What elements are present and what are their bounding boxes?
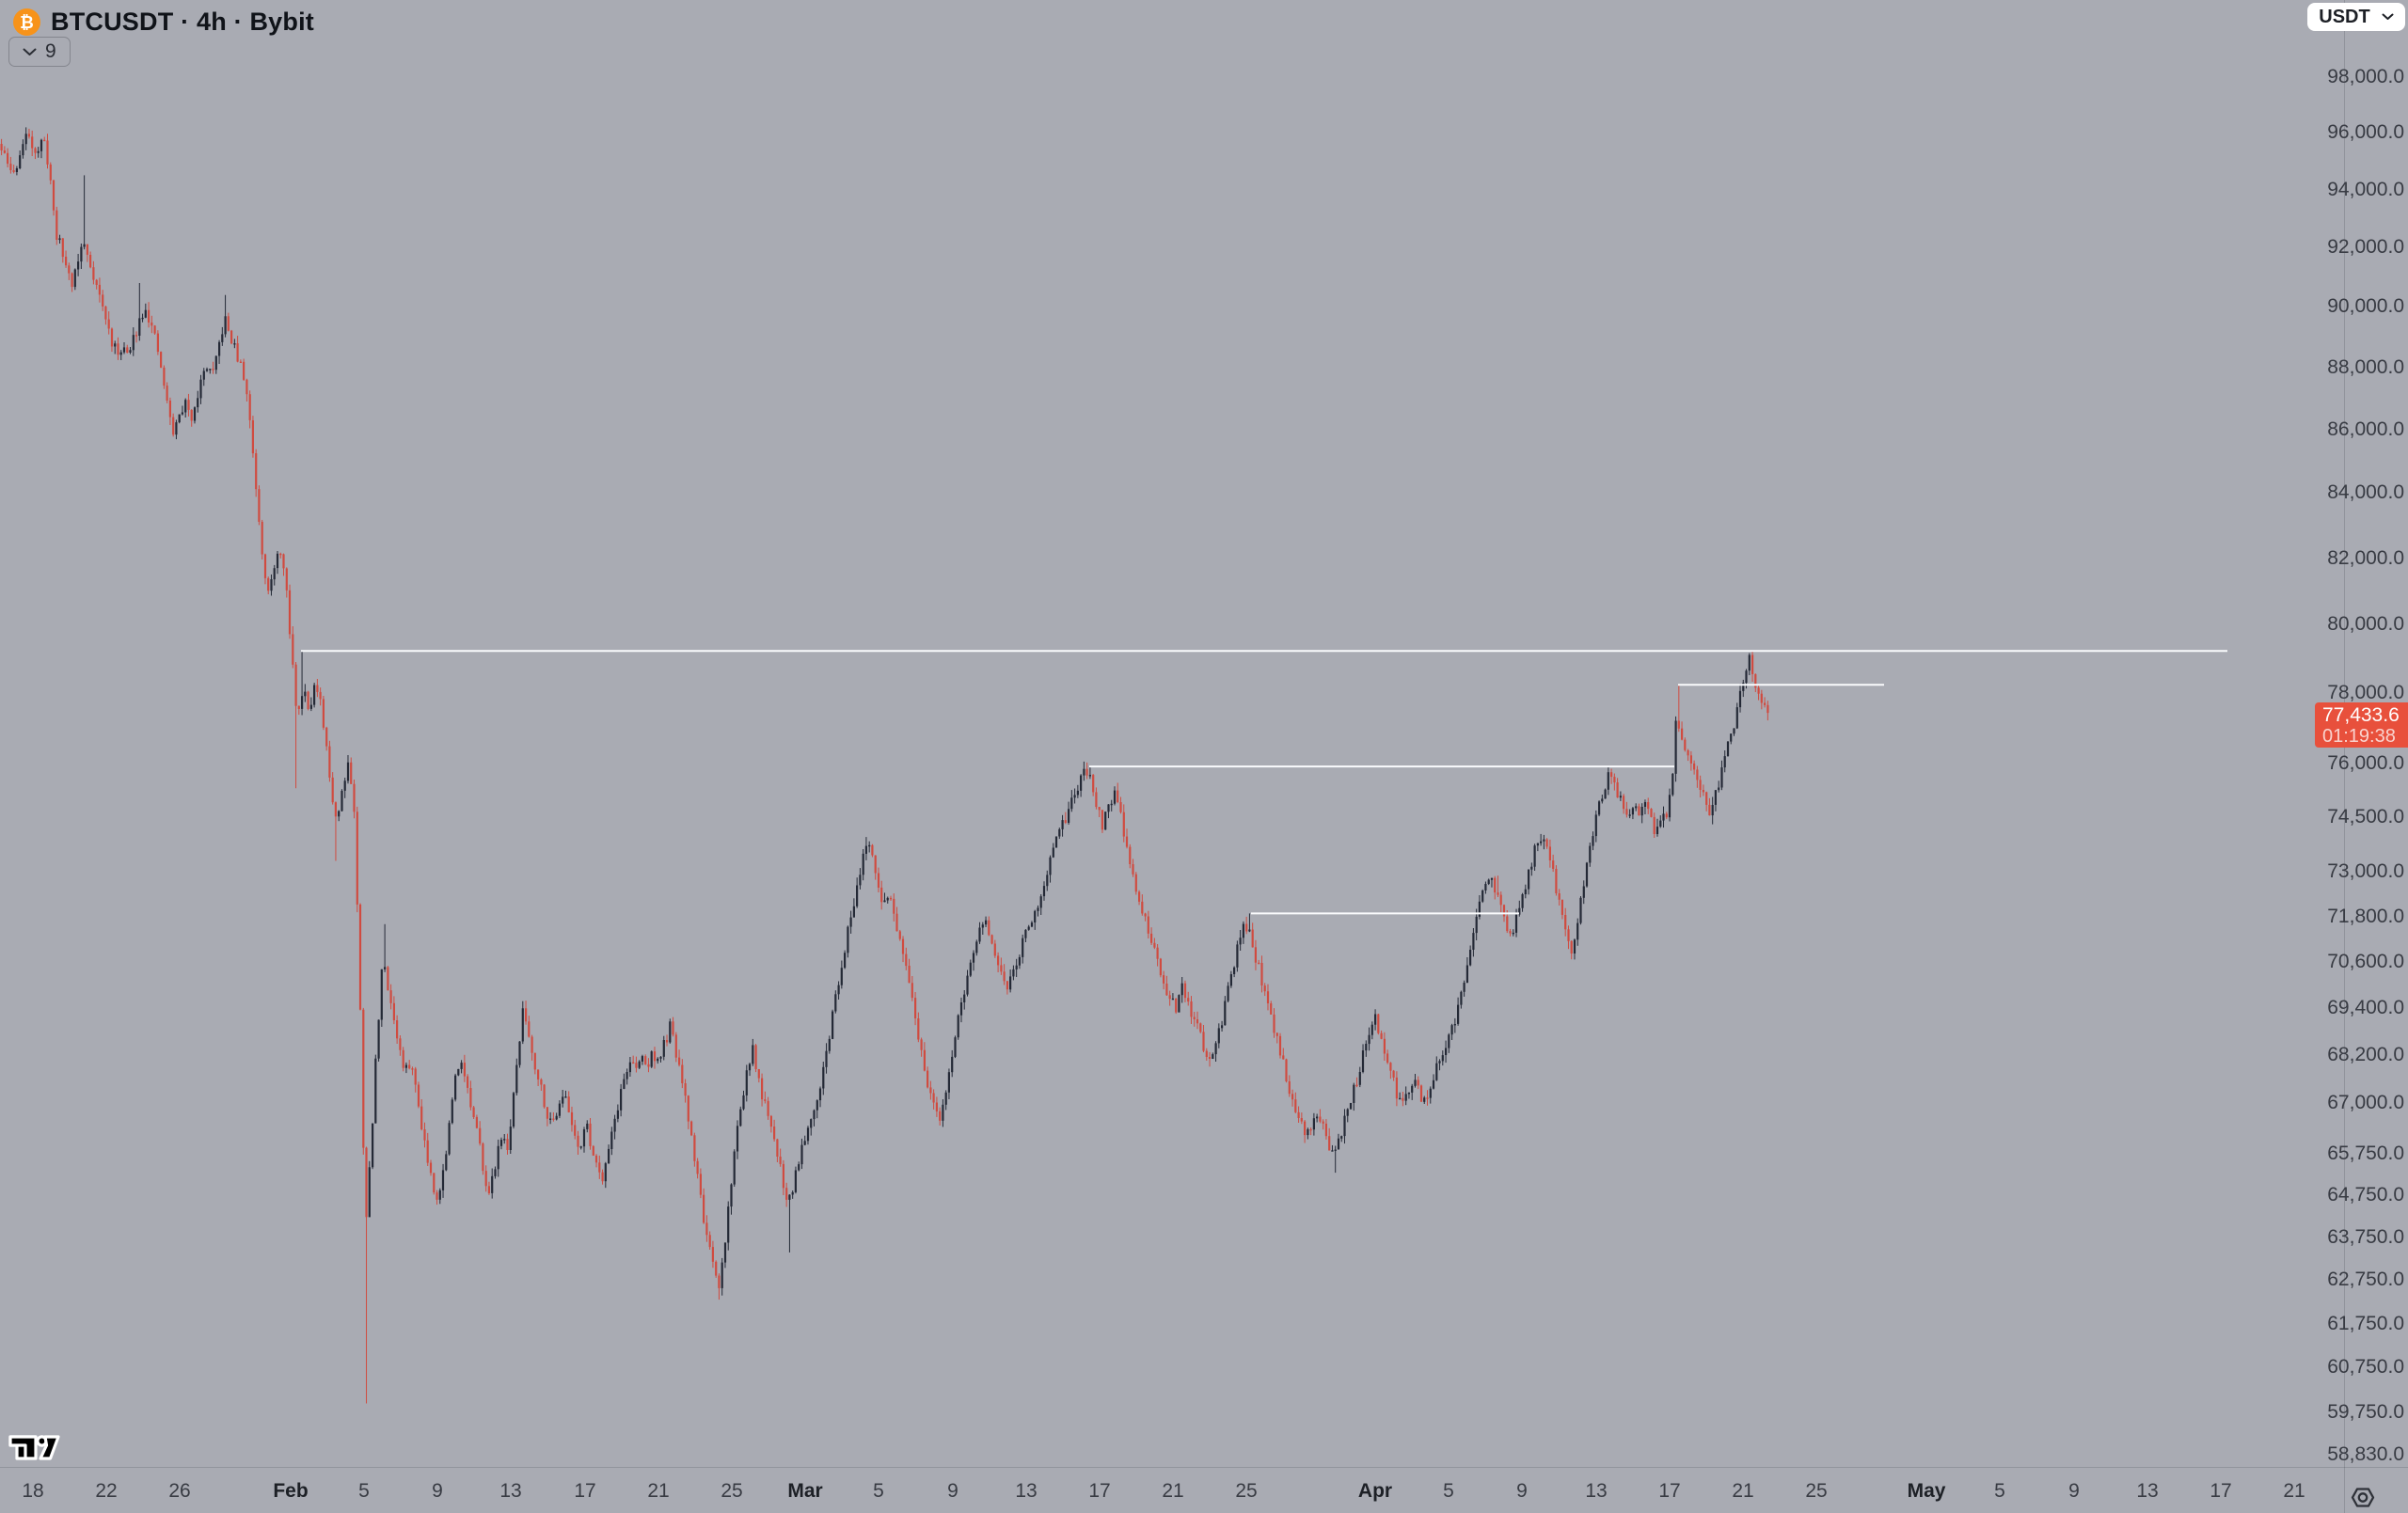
price-axis-separator (2344, 0, 2345, 1513)
unit-selector-button[interactable]: USDT (2307, 3, 2405, 31)
time-tick-label: 21 (1162, 1480, 1184, 1502)
price-tick-label: 82,000.0 (2327, 546, 2404, 569)
time-tick-label: 17 (574, 1480, 596, 1502)
time-tick-label: 21 (2283, 1480, 2305, 1502)
price-tick-label: 63,750.0 (2327, 1226, 2404, 1249)
price-tick-label: 65,750.0 (2327, 1143, 2404, 1165)
price-tick-label: 67,000.0 (2327, 1092, 2404, 1114)
price-tick-label: 80,000.0 (2327, 613, 2404, 636)
price-tick-label: 86,000.0 (2327, 418, 2404, 440)
time-tick-label: 5 (873, 1480, 884, 1502)
price-tick-label: 94,000.0 (2327, 178, 2404, 200)
time-tick-label: 22 (95, 1480, 118, 1502)
time-tick-label: 25 (1805, 1480, 1828, 1502)
time-tick-label: 9 (432, 1480, 443, 1502)
gear-icon[interactable] (2349, 1485, 2377, 1510)
time-tick-label: Apr (1357, 1480, 1393, 1502)
time-tick-label: 17 (1658, 1480, 1681, 1502)
time-tick-label: 13 (2136, 1480, 2159, 1502)
price-tick-label: 60,750.0 (2327, 1356, 2404, 1379)
time-tick-label: 13 (1015, 1480, 1038, 1502)
candles-layer (0, 127, 1769, 1404)
price-tick-label: 64,750.0 (2327, 1184, 2404, 1206)
time-tick-label: 25 (1235, 1480, 1258, 1502)
price-tick-label: 92,000.0 (2327, 236, 2404, 259)
tradingview-logo[interactable] (8, 1429, 62, 1465)
time-tick-label: 5 (1443, 1480, 1454, 1502)
price-tick-label: 98,000.0 (2327, 66, 2404, 87)
price-tick-label: 59,750.0 (2327, 1401, 2404, 1424)
time-tick-label: 21 (1732, 1480, 1754, 1502)
time-tick-label: Mar (787, 1480, 823, 1502)
price-tick-label: 62,750.0 (2327, 1269, 2404, 1291)
time-tick-label: 5 (1994, 1480, 2005, 1502)
time-tick-label: 9 (2068, 1480, 2080, 1502)
price-tick-label: 71,800.0 (2327, 905, 2404, 927)
last-price-value: 77,433.6 (2322, 704, 2400, 727)
time-tick-label: May (1907, 1480, 1946, 1502)
price-tick-label: 96,000.0 (2327, 121, 2404, 144)
time-tick-label: Feb (273, 1480, 309, 1502)
price-tick-label: 78,000.0 (2327, 682, 2404, 704)
time-tick-label: 9 (1516, 1480, 1528, 1502)
price-tick-label: 61,750.0 (2327, 1312, 2404, 1334)
symbol-legend[interactable]: ₿ BTCUSDT · 4h · Bybit (13, 8, 314, 37)
unit-label: USDT (2319, 6, 2370, 27)
time-tick-label: 13 (1585, 1480, 1608, 1502)
chevron-down-icon (2382, 13, 2394, 20)
price-tick-label: 70,600.0 (2327, 951, 2404, 973)
price-tick-label: 88,000.0 (2327, 355, 2404, 378)
time-tick-label: 17 (1088, 1480, 1111, 1502)
time-tick-label: 26 (168, 1480, 191, 1502)
last-price-badge: 77,433.6 01:19:38 (2315, 702, 2408, 749)
price-tick-label: 76,000.0 (2327, 751, 2404, 774)
time-tick-label: 21 (647, 1480, 670, 1502)
indicators-toggle-button[interactable]: 9 (8, 37, 71, 67)
price-tick-label: 58,830.0 (2327, 1442, 2404, 1465)
time-tick-label: 13 (499, 1480, 522, 1502)
price-tick-label: 84,000.0 (2327, 481, 2404, 504)
btc-icon: ₿ (13, 8, 40, 36)
time-axis-separator (0, 1467, 2408, 1468)
price-axis[interactable]: 98,000.0 96,000.0 94,000.0 92,000.0 90,000.0… (2327, 0, 2408, 1467)
time-axis[interactable]: 18 22 26 Feb 5 9 13 17 21 25 Mar 5 9 13 17 21 25 Apr 5 9 13 1… (0, 1467, 2408, 1513)
time-tick-label: 18 (22, 1480, 44, 1502)
time-tick-label: 17 (2210, 1480, 2232, 1502)
price-tick-label: 68,200.0 (2327, 1044, 2404, 1066)
price-tick-label: 90,000.0 (2327, 295, 2404, 318)
symbol-title: BTCUSDT · 4h · Bybit (51, 8, 314, 36)
price-tick-label: 74,500.0 (2327, 805, 2404, 827)
time-tick-label: 25 (721, 1480, 743, 1502)
time-tick-label: 9 (947, 1480, 958, 1502)
price-tick-label: 69,400.0 (2327, 997, 2404, 1019)
candle-countdown: 01:19:38 (2322, 726, 2396, 748)
chevron-down-icon (23, 48, 37, 55)
indicator-count: 9 (45, 40, 56, 62)
price-tick-label: 73,000.0 (2327, 860, 2404, 883)
time-tick-label: 5 (358, 1480, 370, 1502)
